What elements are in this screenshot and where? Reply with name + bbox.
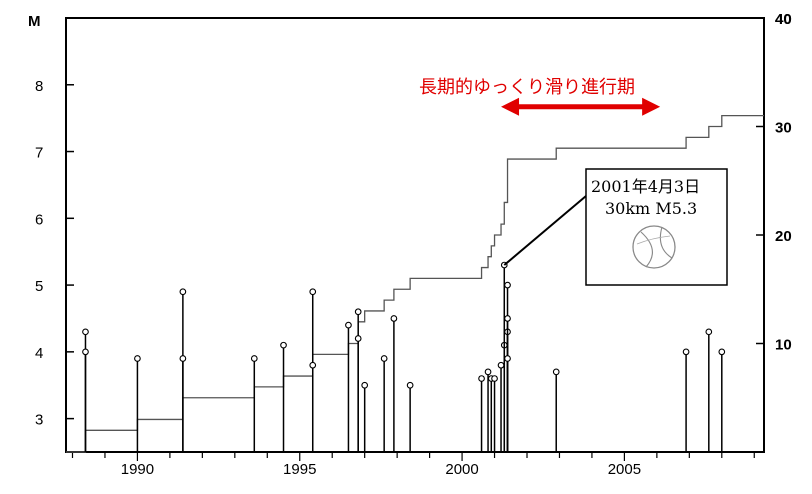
event-marker [505,316,511,322]
callout-date: 2001年4月3日 [591,177,700,196]
left-tick-label: 6 [35,211,43,228]
event-marker [83,329,89,335]
event-marker [83,349,89,355]
event-marker [391,316,397,322]
event-marker [381,356,387,362]
x-tick-label: 1990 [121,461,154,478]
slow-slip-period-arrow [501,98,660,116]
arrow-head-right [642,98,660,116]
left-tick-label: 8 [35,78,43,95]
event-marker [346,322,352,328]
x-tick-label: 2000 [445,461,478,478]
event-marker [362,382,368,388]
right-tick-label: 30 [775,120,792,137]
event-marker [355,309,361,315]
left-axis-ticks: 3 4 5 6 7 8 [35,78,74,429]
event-marker [505,356,511,362]
event-marker [407,382,413,388]
slow-slip-period-label: 長期的ゆっくり滑り進行期 [419,77,635,98]
left-tick-label: 4 [35,345,43,362]
event-marker [310,362,316,368]
right-tick-label: 10 [775,337,792,354]
event-marker [683,349,689,355]
event-marker [180,356,186,362]
event-marker [281,342,287,348]
event-marker [355,336,361,342]
callout-leader-line [504,196,586,265]
x-axis-ticks: 1990 1995 2000 2005 [72,452,754,478]
event-marker [180,289,186,295]
focal-mechanism-icon [633,226,675,268]
event-marker [485,369,491,375]
earthquake-events [83,262,725,452]
left-tick-label: 7 [35,145,43,162]
left-tick-label: 3 [35,412,43,429]
left-tick-label: 5 [35,278,43,295]
event-marker [498,362,504,368]
right-tick-label: 20 [775,228,792,245]
event-marker [505,282,511,288]
left-axis-label: M [28,13,41,30]
right-axis-label: 40 [775,11,792,28]
arrow-head-left [501,98,519,116]
event-marker [706,329,712,335]
event-marker [135,356,141,362]
callout-depth-magnitude: 30km M5.3 [605,199,697,218]
event-marker [719,349,725,355]
event-marker [479,376,485,382]
x-tick-label: 2005 [608,461,641,478]
x-tick-label: 1995 [283,461,316,478]
event-marker [310,289,316,295]
event-marker [553,369,559,375]
event-marker [492,376,498,382]
event-marker [251,356,257,362]
